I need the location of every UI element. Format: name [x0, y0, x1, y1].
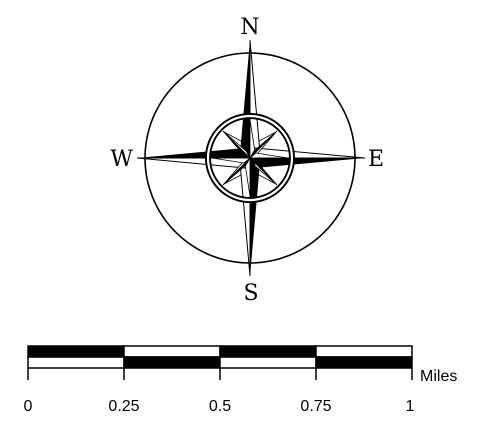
compass-east-label: E [368, 147, 384, 172]
scale-segment [315, 345, 413, 358]
scale-tick-label: 0.25 [108, 398, 139, 415]
scale-bar: Miles 0 0.25 0.5 0.75 1 [24, 345, 457, 415]
scale-unit-label: Miles [420, 368, 457, 385]
scale-segment [315, 356, 413, 369]
compass-south-point-dark [250, 158, 260, 276]
scale-tick-label: 0.5 [209, 398, 231, 415]
scale-tick-label: 0.75 [300, 398, 331, 415]
scale-segment [123, 356, 221, 369]
compass-inner-star [211, 119, 289, 197]
compass-inner-ring [205, 113, 295, 203]
scale-tick-label: 1 [406, 398, 415, 415]
scale-tick-label: 0 [24, 398, 33, 415]
compass-south-label: S [243, 281, 258, 306]
compass-rose: N E S W [110, 15, 384, 306]
scale-segment [27, 345, 125, 358]
compass-north-label: N [240, 15, 259, 40]
compass-west-point-dark [137, 148, 250, 158]
scale-segment [123, 345, 221, 358]
scale-segment [219, 356, 317, 369]
scale-segment [27, 356, 125, 369]
scale-segment [219, 345, 317, 358]
compass-west-label: W [110, 147, 133, 172]
compass-north-point-dark [240, 40, 250, 158]
compass-east-point-dark [250, 158, 365, 168]
